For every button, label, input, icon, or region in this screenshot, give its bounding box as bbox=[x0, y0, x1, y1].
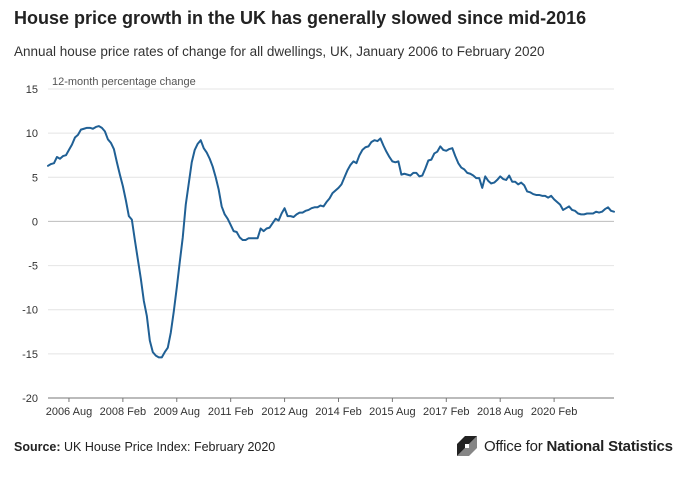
y-tick-label: -5 bbox=[28, 261, 38, 273]
x-tick-label: 2012 Aug bbox=[261, 406, 308, 418]
chart-title: House price growth in the UK has general… bbox=[14, 8, 587, 28]
x-tick-label: 2009 Aug bbox=[154, 406, 201, 418]
ons-logo-text: Office for National Statistics bbox=[484, 438, 673, 455]
ons-logo[interactable]: Office for National Statistics bbox=[456, 434, 673, 458]
source-text: UK House Price Index: February 2020 bbox=[64, 440, 276, 454]
x-tick-label: 2014 Feb bbox=[315, 406, 361, 418]
source-label: Source: bbox=[14, 440, 61, 454]
source-note: Source: UK House Price Index: February 2… bbox=[14, 440, 275, 454]
line-chart: 15 10 5 0 -5 -10 -15 -20 2006 Aug 2008 Feb 2009 Au… bbox=[22, 76, 615, 418]
chart-subtitle: Annual house price rates of change for a… bbox=[14, 44, 545, 59]
y-tick-label: 10 bbox=[26, 128, 38, 140]
y-tick-label: 5 bbox=[32, 172, 38, 184]
y-tick-label: 15 bbox=[26, 84, 38, 96]
series-layer bbox=[47, 125, 615, 359]
axes bbox=[48, 397, 614, 402]
y-tick-label: -15 bbox=[22, 349, 38, 361]
y-tick-label: -10 bbox=[22, 305, 38, 317]
x-tick-label: 2015 Aug bbox=[369, 406, 416, 418]
ons-logo-text-regular: Office for bbox=[484, 437, 547, 455]
x-tick-label: 2008 Feb bbox=[100, 406, 146, 418]
x-tick-label: 2006 Aug bbox=[46, 406, 93, 418]
y-tick-label: 0 bbox=[32, 216, 38, 228]
gridlines bbox=[48, 88, 614, 399]
y-axis-label: 12-month percentage change bbox=[52, 76, 196, 88]
ons-logo-icon bbox=[457, 436, 477, 456]
series-line bbox=[47, 125, 615, 359]
x-tick-label: 2017 Feb bbox=[423, 406, 469, 418]
y-tick-label: -20 bbox=[22, 393, 38, 405]
x-tick-label: 2018 Aug bbox=[477, 406, 524, 418]
tick-labels: 15 10 5 0 -5 -10 -15 -20 2006 Aug 2008 Feb 2009 Au… bbox=[22, 84, 577, 418]
x-tick-label: 2020 Feb bbox=[531, 406, 577, 418]
x-tick-label: 2011 Feb bbox=[208, 406, 254, 418]
ons-logo-text-bold: National Statistics bbox=[546, 437, 673, 455]
